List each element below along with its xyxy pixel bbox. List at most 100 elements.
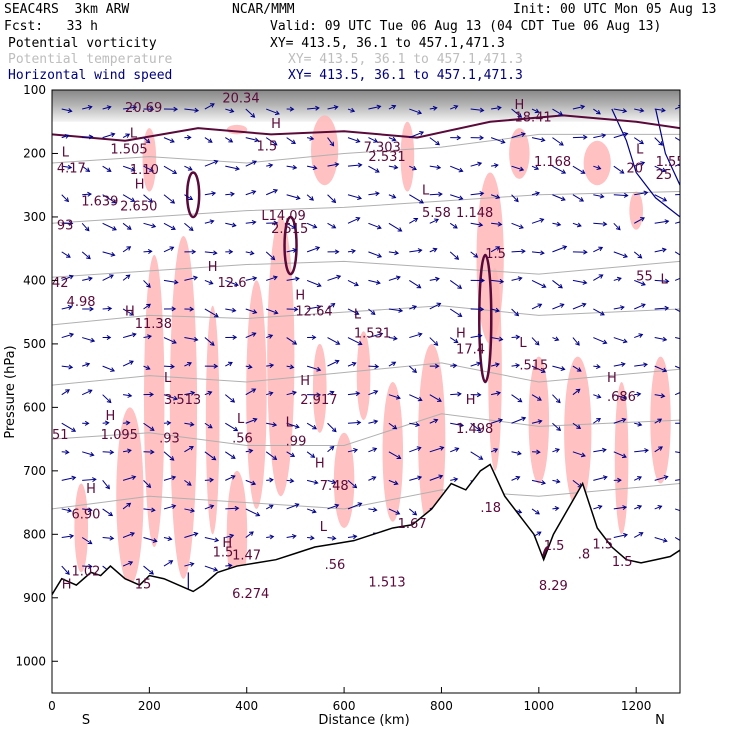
pv-value-label: 7.48 xyxy=(320,479,349,494)
pv-shade-region xyxy=(205,305,220,535)
wind-vector-head xyxy=(251,332,257,337)
wind-vector xyxy=(122,194,135,202)
wind-vector xyxy=(184,422,194,426)
wind-vector-head xyxy=(170,199,176,204)
wind-vector-head xyxy=(493,448,499,453)
wind-vector xyxy=(429,218,439,224)
wind-vector xyxy=(572,279,587,284)
wind-vector xyxy=(654,220,669,224)
wind-vector xyxy=(327,446,334,453)
wind-vector-head xyxy=(247,364,253,370)
wind-vector-head xyxy=(252,276,258,282)
wind-vector xyxy=(266,308,278,314)
wind-vector-head xyxy=(683,256,687,260)
wind-vector xyxy=(61,535,74,538)
wind-vector-head xyxy=(515,334,521,340)
wind-vector xyxy=(82,508,92,511)
pv-value-label: 20.34 xyxy=(222,92,259,107)
wind-vector-head xyxy=(476,426,482,432)
wind-vector-head xyxy=(517,397,523,403)
wind-vector xyxy=(613,194,628,197)
wind-vector xyxy=(388,337,397,340)
wind-vector xyxy=(102,165,112,172)
wind-vector xyxy=(184,165,193,171)
wind-vector-head xyxy=(664,219,670,225)
wind-vector-head xyxy=(87,105,93,110)
wind-vector-head xyxy=(330,302,336,308)
wind-vector-head xyxy=(657,505,663,510)
wind-vector xyxy=(286,391,297,396)
wind-vector xyxy=(347,164,362,167)
wind-vector xyxy=(122,308,134,316)
pv-value-label: L xyxy=(237,412,245,427)
wind-vector xyxy=(327,504,339,510)
wind-vector xyxy=(593,505,602,510)
wind-vector xyxy=(552,448,560,453)
wind-vector-head xyxy=(312,223,318,229)
wind-vector xyxy=(449,280,462,289)
wind-vector-head xyxy=(189,446,194,451)
wind-vector xyxy=(245,160,257,167)
wind-vector-head xyxy=(495,362,500,368)
wind-vector xyxy=(102,480,110,489)
wind-vector-head xyxy=(662,537,668,543)
wind-vector xyxy=(429,446,444,453)
wind-vector-head xyxy=(596,364,601,370)
wind-vector xyxy=(429,137,440,146)
wind-vector xyxy=(204,337,215,346)
wind-vector-head xyxy=(208,280,214,285)
wind-vector xyxy=(613,451,627,458)
wind-vector-head xyxy=(376,104,382,110)
end-label-right: N xyxy=(655,713,665,728)
wind-vector-head xyxy=(558,111,564,116)
wind-vector xyxy=(429,475,443,481)
wind-vector-head xyxy=(105,484,110,490)
wind-vector-head xyxy=(189,561,195,567)
wind-vector-head xyxy=(521,416,527,422)
terrain-fill xyxy=(52,464,680,693)
wind-vector xyxy=(593,108,601,115)
wind-vector-head xyxy=(252,417,258,423)
wind-vector xyxy=(368,222,382,229)
wind-vector xyxy=(531,218,544,224)
wind-vector-head xyxy=(125,420,131,426)
wind-vector-head xyxy=(190,507,196,513)
wind-vector xyxy=(531,192,540,196)
wind-vector xyxy=(347,421,361,424)
theta-isentrope xyxy=(52,413,680,446)
theta-isentrope xyxy=(52,483,680,510)
wind-vector-head xyxy=(272,140,278,146)
wind-vector-head xyxy=(272,455,278,460)
wind-vector-head xyxy=(111,198,117,204)
wind-vector xyxy=(388,251,399,254)
wind-vector-head xyxy=(661,247,667,253)
wind-vector-head xyxy=(315,246,321,251)
wind-vector xyxy=(490,308,500,312)
pv-value-label: 20 xyxy=(626,162,643,177)
wind-vector xyxy=(306,479,318,484)
wind-vector-head xyxy=(558,283,563,289)
wind-vector-head xyxy=(643,190,649,196)
wind-vector-head xyxy=(495,246,501,251)
wind-vector xyxy=(184,337,198,341)
wind-vector-head xyxy=(598,274,604,279)
wind-vector xyxy=(245,365,252,368)
wind-vector-head xyxy=(231,222,237,228)
wind-vector xyxy=(531,337,540,346)
wind-vector-head xyxy=(621,395,627,400)
wind-vector-head xyxy=(172,169,178,174)
wind-vector xyxy=(491,107,501,110)
wind-vector xyxy=(654,418,662,424)
wind-vector-head xyxy=(250,113,256,118)
pv-contour xyxy=(478,253,493,384)
wind-vector xyxy=(245,251,254,255)
wind-vector xyxy=(511,451,521,455)
wind-vector-head xyxy=(309,535,315,541)
wind-vector-head xyxy=(68,274,74,280)
pv-value-label: 18.41 xyxy=(514,111,551,126)
wind-vector-head xyxy=(209,341,215,346)
field-xy-wind: XY= 413.5, 36.1 to 457.1,471.3 xyxy=(288,68,523,83)
wind-vector-head xyxy=(576,222,582,228)
wind-vector xyxy=(245,277,257,281)
wind-vector xyxy=(491,279,504,283)
